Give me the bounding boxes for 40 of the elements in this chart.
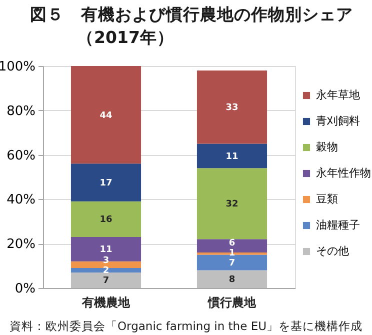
bar bbox=[196, 168, 268, 240]
bar bbox=[196, 270, 268, 288]
data-label: 6 bbox=[228, 238, 236, 248]
bar bbox=[70, 66, 142, 164]
x-tick-label: 慣行農地 bbox=[207, 296, 257, 310]
y-tick-label: 100% bbox=[0, 60, 36, 74]
legend-label: 油糧種子 bbox=[316, 218, 360, 232]
data-label: 7 bbox=[102, 276, 110, 286]
bar bbox=[196, 144, 268, 168]
x-tick-label: 有機農地 bbox=[81, 296, 131, 310]
y-tick-label: 20% bbox=[6, 237, 36, 252]
data-label: 11 bbox=[100, 245, 112, 256]
legend-label: 永年草地 bbox=[316, 88, 360, 102]
chart-title: 図５ 有機および慣行農地の作物別シェア bbox=[30, 5, 353, 24]
legend-label: 豆類 bbox=[316, 192, 338, 206]
data-label: 11 bbox=[226, 152, 238, 162]
data-label: 44 bbox=[100, 110, 112, 121]
legend-label: その他 bbox=[316, 244, 349, 258]
y-tick-label: 40% bbox=[6, 192, 36, 208]
chart-subtitle: （2017年） bbox=[77, 28, 174, 47]
data-label: 7 bbox=[228, 258, 236, 268]
data-label: 8 bbox=[228, 275, 236, 286]
bar bbox=[70, 236, 142, 262]
bar bbox=[70, 201, 142, 237]
text: 資料：欧州委員会「Organic farming in the EU」を基に機構作成 bbox=[9, 319, 363, 333]
legend-label: 青刈飼料 bbox=[316, 114, 360, 128]
data-label: 32 bbox=[226, 200, 238, 210]
y-tick-label: 0% bbox=[14, 282, 36, 296]
data-label: 16 bbox=[100, 215, 112, 226]
data-label: 33 bbox=[226, 103, 238, 114]
legend-label: 穀物 bbox=[316, 140, 338, 154]
y-tick-label: 60% bbox=[6, 148, 36, 164]
data-label: 17 bbox=[100, 178, 112, 189]
bar bbox=[70, 268, 142, 272]
bar bbox=[196, 70, 268, 144]
bar bbox=[70, 164, 142, 202]
bar bbox=[196, 254, 268, 270]
bar bbox=[70, 272, 142, 288]
legend-label: 永年性作物 bbox=[316, 166, 371, 180]
y-tick-label: 80% bbox=[6, 104, 36, 119]
